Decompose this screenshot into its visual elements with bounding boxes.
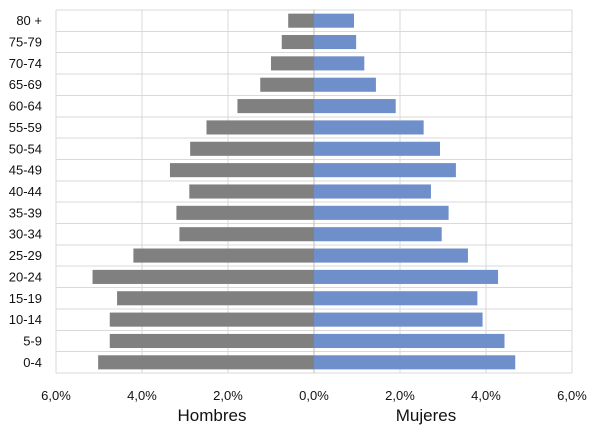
category-label: 50-54 — [9, 141, 42, 156]
bar-mujeres — [314, 184, 431, 199]
category-label: 10-14 — [9, 312, 42, 327]
bar-mujeres — [314, 312, 483, 327]
left-side-label: Hombres — [178, 406, 247, 425]
bar-hombres — [109, 312, 314, 327]
bar-hombres — [117, 291, 314, 306]
bar-mujeres — [314, 333, 505, 349]
bar-hombres — [237, 99, 314, 114]
bar-mujeres — [314, 163, 456, 178]
bar-mujeres — [314, 99, 396, 114]
bar-hombres — [260, 77, 314, 92]
bar-hombres — [189, 184, 314, 199]
category-label: 35-39 — [9, 205, 42, 220]
bar-hombres — [169, 163, 314, 178]
category-label: 80 + — [16, 13, 42, 28]
grid-layer — [55, 9, 573, 374]
bar-mujeres — [314, 13, 354, 28]
bar-mujeres — [314, 34, 357, 50]
bar-hombres — [176, 205, 314, 220]
bar-hombres — [271, 56, 314, 71]
bar-hombres — [109, 333, 314, 349]
bar-mujeres — [314, 141, 440, 156]
bar-mujeres — [314, 269, 499, 284]
category-label: 0-4 — [23, 355, 42, 370]
bar-mujeres — [314, 120, 424, 135]
x-tick-label: 4,0% — [127, 388, 157, 403]
category-label: 5-9 — [23, 333, 42, 348]
bar-hombres — [206, 120, 314, 135]
right-side-label: Mujeres — [396, 406, 456, 425]
bar-mujeres — [314, 205, 449, 220]
bar-mujeres — [314, 355, 516, 370]
bar-mujeres — [314, 77, 376, 92]
bar-hombres — [92, 269, 314, 284]
category-label: 20-24 — [9, 269, 42, 284]
category-label: 75-79 — [9, 35, 42, 50]
category-label: 55-59 — [9, 120, 42, 135]
category-label: 60-64 — [9, 99, 42, 114]
category-labels: 80 + 75-79 70-74 65-69 60-64 55-59 50-54 45-49 4… — [9, 13, 42, 370]
x-tick-labels: 6,0% 4,0% 2,0% 0,0% 2,0% 4,0% 6,0% — [41, 388, 587, 403]
category-label: 45-49 — [9, 163, 42, 178]
x-tick-label: 6,0% — [41, 388, 71, 403]
x-tick-label: 6,0% — [557, 388, 587, 403]
x-tick-label: 2,0% — [213, 388, 243, 403]
bars-layer — [92, 13, 516, 370]
bar-mujeres — [314, 56, 365, 71]
category-label: 30-34 — [9, 227, 42, 242]
category-label: 15-19 — [9, 291, 42, 306]
category-label: 40-44 — [9, 184, 42, 199]
bar-hombres — [179, 227, 314, 242]
x-tick-label: 0,0% — [299, 388, 329, 403]
bar-mujeres — [314, 227, 442, 242]
bar-mujeres — [314, 248, 468, 263]
x-tick-label: 4,0% — [471, 388, 501, 403]
bar-mujeres — [314, 291, 478, 306]
bar-hombres — [288, 13, 314, 28]
bar-hombres — [98, 355, 314, 370]
bar-hombres — [133, 248, 314, 263]
category-label: 25-29 — [9, 248, 42, 263]
category-label: 65-69 — [9, 77, 42, 92]
bar-hombres — [190, 141, 314, 156]
x-tick-label: 2,0% — [385, 388, 415, 403]
category-label: 70-74 — [9, 56, 42, 71]
bar-hombres — [281, 34, 314, 50]
